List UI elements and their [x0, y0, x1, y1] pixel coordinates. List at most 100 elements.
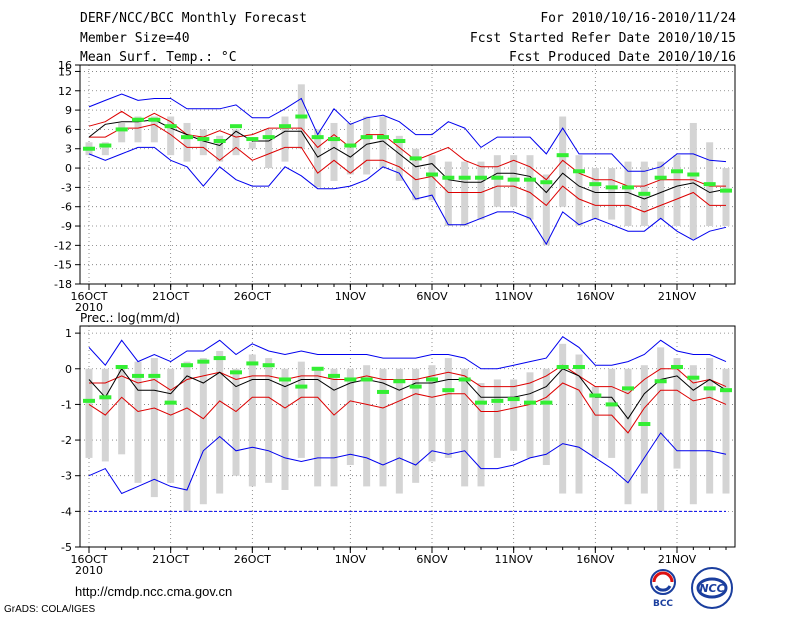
temp-observed-marker [132, 117, 144, 122]
temp-observed-marker [360, 135, 373, 140]
prec-observed-marker [181, 363, 193, 368]
prec-box [493, 379, 501, 458]
prec-box [428, 365, 436, 462]
prec-box [657, 347, 665, 512]
forecast-period: For 2010/10/16-2010/11/24 [540, 11, 736, 26]
temp-observed-marker [197, 137, 210, 142]
temp-series-min [88, 146, 727, 246]
prec-variable-label: Prec.: log(mm/d) [80, 311, 180, 325]
temp-observed-marker [540, 180, 553, 185]
prec-box [395, 368, 403, 494]
prec-observed-marker [377, 389, 389, 394]
temp-box [395, 135, 403, 181]
prec-ytick-label: -2 [61, 434, 72, 447]
ncc-logo: NCC [690, 566, 734, 610]
prec-box [167, 368, 175, 483]
prec-observed-marker [262, 363, 275, 368]
temp-observed-marker [687, 172, 700, 177]
temp-box [477, 161, 485, 220]
temp-box [379, 116, 387, 169]
temp-box [118, 122, 126, 143]
temp-box [428, 155, 436, 201]
temp-xtick-label: 11NOV [495, 290, 534, 303]
temp-box [281, 116, 289, 162]
temp-xtick-label: 21OCT [152, 290, 189, 303]
temp-box [542, 174, 550, 246]
temp-observed-marker [230, 124, 242, 129]
prec-observed-marker [475, 400, 487, 405]
temp-box [689, 122, 697, 239]
prec-box [477, 383, 485, 487]
forecast-produced-date: Fcst Produced Date 2010/10/16 [509, 50, 736, 65]
prec-box [624, 368, 632, 505]
temp-ytick-label: -18 [54, 278, 72, 291]
prec-observed-marker [311, 366, 324, 371]
temp-box [493, 155, 501, 207]
temp-observed-marker [262, 135, 275, 140]
temp-observed-marker [524, 177, 536, 182]
prec-box [330, 368, 338, 487]
temp-frame [79, 64, 736, 285]
temp-variable-label: Mean Surf. Temp.: °C [80, 50, 237, 65]
temp-observed-marker [573, 169, 585, 174]
temp-observed-marker [475, 175, 487, 180]
temp-observed-marker [148, 117, 161, 122]
prec-box [412, 368, 420, 483]
prec-observed-marker [507, 397, 520, 402]
temp-box [265, 129, 273, 169]
grads-credit: GrADS: COLA/IGES [4, 604, 96, 615]
prec-box [314, 368, 322, 487]
temp-box [134, 116, 142, 143]
temp-ytick-label: 15 [58, 65, 72, 78]
prec-ytick-label: -1 [61, 398, 72, 411]
prec-ytick-label: -5 [61, 541, 72, 554]
temp-box [167, 116, 175, 156]
temp-observed-marker [164, 124, 177, 129]
prec-observed-marker [328, 373, 340, 378]
prec-xtick-label: 16NOV [576, 553, 615, 566]
temp-observed-marker [311, 135, 324, 140]
prec-observed-marker [164, 400, 177, 405]
temp-observed-marker [99, 143, 112, 148]
prec-box [461, 368, 469, 487]
prec-series-mean [88, 367, 727, 420]
prec-observed-marker [279, 377, 291, 382]
prec-xtick-label: 26OCT [234, 553, 271, 566]
source-url[interactable]: http://cmdp.ncc.cma.gov.cn [75, 584, 233, 599]
prec-box [575, 354, 583, 494]
prec-ytick-label: 1 [65, 327, 72, 340]
prec-observed-marker [654, 379, 667, 384]
prec-box [559, 343, 567, 494]
prec-box [640, 365, 648, 494]
prec-box [542, 368, 550, 466]
temp-observed-marker [458, 175, 471, 180]
temp-observed-marker [605, 185, 618, 190]
temp-ytick-label: -12 [54, 239, 72, 252]
temp-observed-marker [671, 169, 683, 174]
prec-observed-marker [540, 400, 553, 405]
temp-box [330, 122, 338, 181]
prec-observed-marker [524, 400, 536, 405]
temp-observed-marker [491, 175, 504, 180]
prec-box [510, 379, 518, 451]
prec-box [232, 368, 240, 476]
temp-box [101, 142, 109, 156]
prec-observed-marker [230, 370, 242, 375]
temp-box [559, 116, 567, 207]
prec-box [248, 354, 256, 487]
prec-box [281, 368, 289, 490]
prec-box [591, 386, 599, 458]
prec-ytick-label: -3 [61, 470, 72, 483]
temp-box [673, 155, 681, 227]
temp-observed-marker [295, 114, 308, 119]
prec-xtick-label: 16OCT [70, 553, 107, 566]
temp-observed-marker [720, 188, 732, 193]
prec-xtick-label: 6NOV [416, 553, 448, 566]
prec-series-min [88, 432, 727, 495]
prec-xtick-label: 11NOV [495, 553, 534, 566]
prec-box [216, 350, 224, 494]
temp-observed-marker [409, 156, 422, 161]
prec-observed-marker [589, 393, 602, 398]
temp-observed-marker [83, 146, 95, 151]
temp-box [722, 168, 730, 227]
